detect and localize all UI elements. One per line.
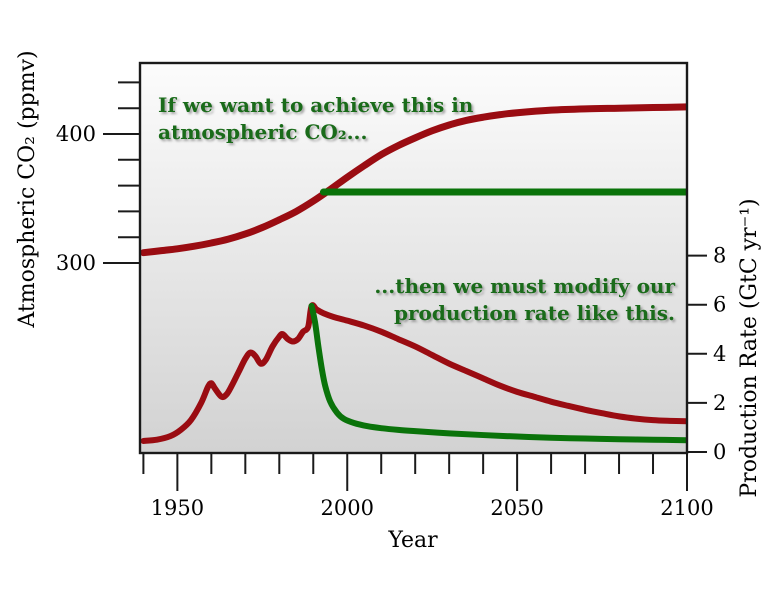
annotation-co2-target-line2: atmospheric CO₂... [158, 120, 368, 144]
annotation-production-change-line1: ...then we must modify our [374, 274, 675, 298]
plot-frame [138, 61, 689, 455]
x-tick-label: 2050 [490, 496, 543, 520]
right-tick-label: 0 [713, 440, 726, 464]
axis-tick-labels: 1950 2000 2050 2100 400 300 0 2 4 6 8 [56, 122, 726, 520]
right-tick-label: 4 [713, 342, 726, 366]
annotation-co2-target-line1: If we want to achieve this in [158, 93, 474, 117]
left-axis-title: Atmospheric CO₂ (ppmv) [15, 50, 40, 328]
right-tick-label: 2 [713, 391, 726, 415]
right-tick-label: 6 [713, 293, 726, 317]
annotation-co2-target: If we want to achieve this in atmospheri… [158, 92, 473, 146]
left-tick-label: 400 [56, 122, 96, 146]
series-atmospheric_co2_projected [140, 103, 687, 257]
series-group [140, 103, 687, 444]
x-tick-label: 1950 [151, 496, 204, 520]
right-axis-title: Production Rate (GtC yr⁻¹) [737, 198, 762, 497]
x-tick-label: 2000 [321, 496, 374, 520]
x-axis-title: Year [387, 528, 438, 553]
axis-ticks [103, 81, 707, 491]
left-tick-label: 300 [56, 251, 96, 275]
series-production_rate_business_as_usual [140, 302, 687, 444]
right-tick-label: 8 [713, 244, 726, 268]
series-production_rate_modified [308, 302, 687, 444]
annotation-production-change-line2: production rate like this. [393, 301, 675, 325]
annotation-production-change: ...then we must modify our production ra… [374, 273, 675, 327]
x-tick-label: 2100 [660, 496, 713, 520]
